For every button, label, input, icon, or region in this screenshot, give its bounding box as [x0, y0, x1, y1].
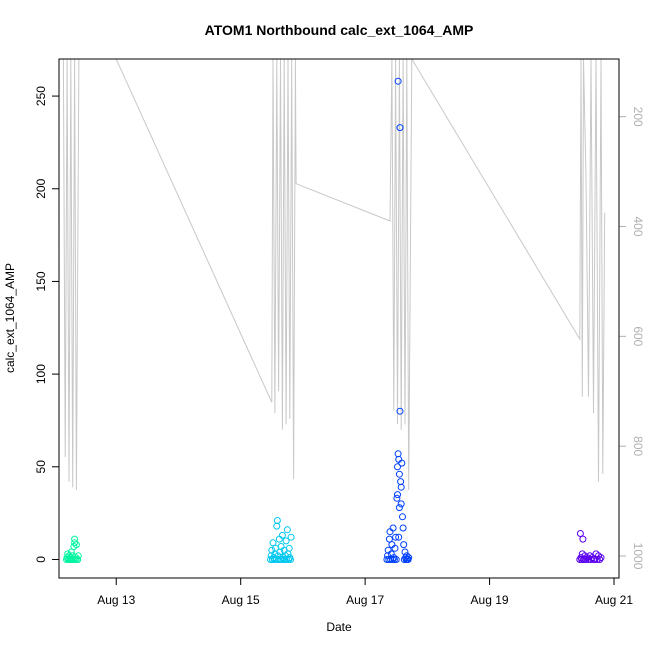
- data-point: [394, 77, 402, 85]
- data-point: [67, 548, 75, 556]
- data-point: [74, 556, 82, 563]
- y2-tick-label: 600: [631, 326, 645, 346]
- secondary-y-axis: 200 400 600 800 1000: [618, 107, 645, 570]
- data-point: [403, 552, 411, 560]
- data-point: [576, 530, 584, 537]
- y-tick-label: 200: [34, 178, 48, 198]
- x-tick-label: Aug 19: [471, 593, 509, 607]
- data-point: [273, 517, 281, 524]
- data-point: [399, 513, 406, 521]
- data-point: [582, 556, 590, 563]
- data-point: [596, 556, 604, 563]
- y-tick-label: 50: [34, 460, 48, 474]
- y2-tick-label: 400: [631, 216, 645, 236]
- data-point: [282, 537, 290, 545]
- plot-frame: [58, 58, 620, 579]
- data-point: [269, 539, 277, 547]
- data-point: [278, 531, 286, 539]
- data-point: [287, 533, 295, 541]
- y-tick-label: 0: [34, 556, 48, 563]
- data-point: [392, 556, 400, 563]
- y2-tick-label: 200: [631, 107, 645, 127]
- data-point: [285, 544, 293, 552]
- x-tick-label: Aug 21: [595, 593, 633, 607]
- data-point: [391, 544, 399, 552]
- data-point: [395, 470, 403, 478]
- data-point: [389, 556, 396, 563]
- data-point: [71, 539, 79, 547]
- scatter-series: [63, 77, 605, 563]
- y-tick-label: 250: [34, 86, 48, 106]
- y2-tick-label: 800: [631, 436, 645, 456]
- y-axis: 0 50 100 150 200 250: [34, 86, 60, 563]
- data-point: [397, 478, 405, 486]
- data-point: [72, 541, 80, 549]
- data-point: [597, 554, 605, 562]
- data-point: [392, 533, 400, 541]
- data-point: [385, 535, 393, 543]
- data-point: [397, 500, 405, 508]
- y2-tick-label: 1000: [631, 543, 645, 570]
- chart-title: ATOM1 Northbound calc_ext_1064_AMP: [205, 22, 474, 38]
- x-tick-label: Aug 17: [346, 593, 384, 607]
- data-point: [74, 552, 82, 560]
- x-tick-label: Aug 13: [97, 593, 135, 607]
- data-point: [398, 459, 406, 467]
- data-point: [394, 450, 402, 458]
- x-tick-label: Aug 15: [222, 593, 260, 607]
- data-point: [285, 556, 293, 563]
- secondary-line: [62, 59, 606, 491]
- data-point: [395, 504, 403, 512]
- data-point: [273, 522, 281, 530]
- y-axis-label: calc_ext_1064_AMP: [3, 263, 17, 373]
- y-tick-label: 100: [34, 364, 48, 384]
- data-point: [396, 407, 404, 415]
- data-point: [397, 483, 405, 491]
- data-point: [399, 524, 407, 532]
- y-tick-label: 150: [34, 271, 48, 291]
- data-point: [283, 526, 291, 534]
- data-point: [389, 524, 397, 532]
- data-point: [393, 494, 401, 502]
- data-point: [394, 463, 401, 471]
- data-point: [405, 554, 413, 562]
- data-point: [287, 556, 294, 563]
- data-point: [396, 124, 404, 132]
- x-axis-label: Date: [326, 620, 352, 634]
- data-point: [401, 548, 409, 556]
- secondary-line-series: [62, 59, 606, 491]
- data-point: [394, 491, 401, 499]
- x-axis: Aug 13 Aug 15 Aug 17 Aug 19 Aug 21: [97, 577, 633, 607]
- data-point: [395, 533, 403, 541]
- data-point: [400, 541, 408, 549]
- data-point: [593, 556, 601, 563]
- data-point: [579, 535, 587, 543]
